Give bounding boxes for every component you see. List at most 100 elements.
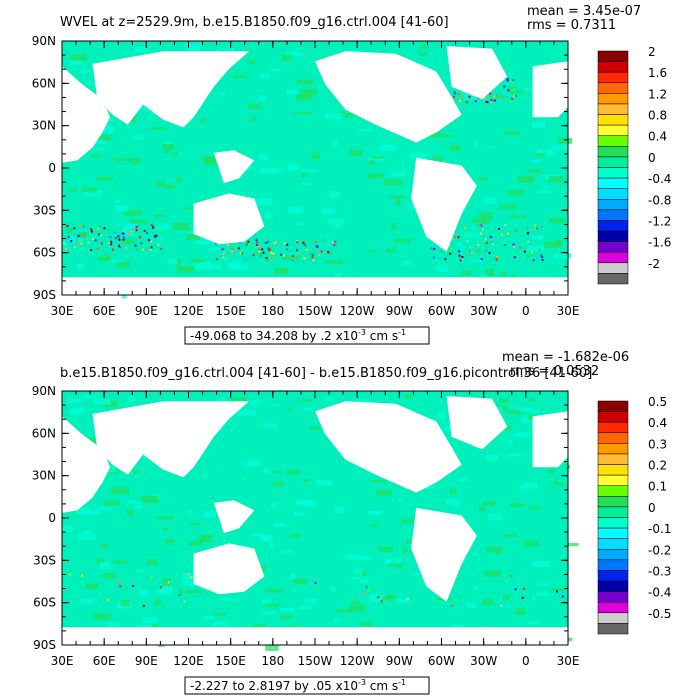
field-patch — [457, 242, 463, 247]
field-patch — [450, 624, 464, 629]
lat-tick-label: 60S — [33, 246, 56, 260]
field-patch — [367, 173, 385, 179]
field-speckle — [459, 259, 462, 262]
field-speckle — [73, 246, 76, 249]
field-speckle — [477, 244, 480, 247]
colorbar-swatch — [597, 177, 629, 189]
field-patch — [96, 176, 113, 181]
field-speckle — [515, 229, 518, 232]
axis-ticks: 90N 60N 30N 0 30S 60S 90S 30E 60E 90E 120E 150E 180 1… — [32, 34, 580, 318]
colorbar: 0.5 0.4 0.3 0.2 0.1 0 -0.1 -0.2 -0.3 -0.4 -0.5 — [597, 395, 671, 635]
field-patch — [523, 482, 538, 489]
field-speckle — [108, 241, 111, 244]
field-patch — [292, 589, 297, 593]
field-speckle — [296, 241, 299, 244]
field-speckle — [62, 242, 65, 245]
field-speckle — [453, 91, 456, 94]
field-patch — [173, 223, 189, 230]
field-patch — [136, 569, 143, 573]
field-speckle — [561, 595, 564, 598]
field-speckle — [311, 256, 314, 259]
field-speckle — [128, 232, 131, 235]
field-speckle — [155, 234, 158, 237]
field-patch — [186, 229, 192, 232]
field-patch — [195, 238, 213, 245]
field-speckle — [190, 576, 193, 579]
field-patch — [502, 271, 507, 278]
colorbar-swatch — [597, 50, 629, 62]
field-patch — [334, 273, 342, 277]
colorbar-swatch — [597, 474, 629, 486]
field-speckle — [266, 241, 269, 244]
field-patch — [158, 586, 168, 594]
field-patch — [265, 588, 282, 593]
field-speckle — [309, 248, 312, 251]
field-patch — [327, 219, 344, 225]
field-speckle — [534, 228, 537, 231]
field-patch — [167, 258, 177, 265]
field-patch — [557, 137, 573, 144]
field-patch — [268, 542, 274, 549]
field-speckle — [252, 254, 255, 257]
field-patch — [177, 265, 195, 273]
field-patch — [387, 563, 399, 567]
field-patch — [258, 95, 266, 101]
field-patch — [316, 480, 332, 486]
field-speckle — [509, 99, 512, 102]
colorbar-label: 1.2 — [648, 87, 667, 101]
field-speckle — [228, 242, 231, 245]
field-patch — [527, 245, 545, 252]
field-speckle — [512, 243, 515, 246]
field-speckle — [64, 243, 67, 246]
rms-label: rms = 0.7311 — [527, 18, 616, 33]
field-patch — [358, 556, 371, 560]
colorbar-label: -0.4 — [648, 586, 671, 600]
field-patch — [472, 553, 479, 556]
range-box: -49.068 to 34.208 by .2 x10-3 cm s-1 — [184, 326, 430, 345]
rms-label: rms = 0.0532 — [510, 364, 599, 379]
field-speckle — [272, 252, 275, 255]
field-speckle — [466, 240, 469, 243]
field-speckle — [507, 89, 510, 92]
svg-text:-49.068 to 34.208 by .2 x10-3: -49.068 to 34.208 by .2 x10-3 cm s-1 — [190, 328, 406, 343]
field-patch — [536, 149, 554, 157]
field-speckle — [66, 224, 69, 227]
field-speckle — [118, 246, 121, 249]
field-patch — [405, 394, 413, 399]
field-patch — [76, 263, 84, 270]
field-patch — [87, 250, 95, 254]
field-speckle — [484, 95, 487, 98]
field-patch — [213, 612, 227, 616]
colorbar-label: 1.6 — [648, 66, 667, 80]
field-speckle — [490, 241, 493, 244]
field-patch — [408, 551, 416, 554]
colorbar-swatch — [597, 549, 629, 561]
field-speckle — [260, 254, 263, 257]
field-speckle — [160, 247, 163, 250]
field-patch — [402, 260, 411, 266]
field-patch — [80, 598, 95, 604]
field-speckle — [83, 234, 86, 237]
range-exponent: -3 — [358, 678, 366, 687]
field-patch — [398, 498, 404, 503]
field-patch — [482, 599, 493, 605]
field-speckle — [122, 238, 125, 241]
lon-tick-label: 120W — [340, 654, 375, 668]
colorbar-label: 0.2 — [648, 459, 667, 473]
field-patch — [286, 470, 300, 475]
field-speckle — [122, 232, 125, 235]
field-speckle — [503, 95, 506, 98]
field-speckle — [134, 242, 137, 245]
field-speckle — [479, 232, 482, 235]
field-patch — [62, 525, 72, 533]
colorbar-swatch — [597, 135, 629, 147]
field-speckle — [362, 592, 365, 595]
field-speckle — [523, 250, 526, 253]
field-patch — [427, 132, 442, 138]
field-speckle — [141, 248, 144, 251]
field-speckle — [474, 97, 477, 100]
field-patch — [550, 145, 567, 151]
field-speckle — [81, 574, 84, 577]
field-patch — [464, 233, 479, 238]
field-speckle — [317, 249, 320, 252]
